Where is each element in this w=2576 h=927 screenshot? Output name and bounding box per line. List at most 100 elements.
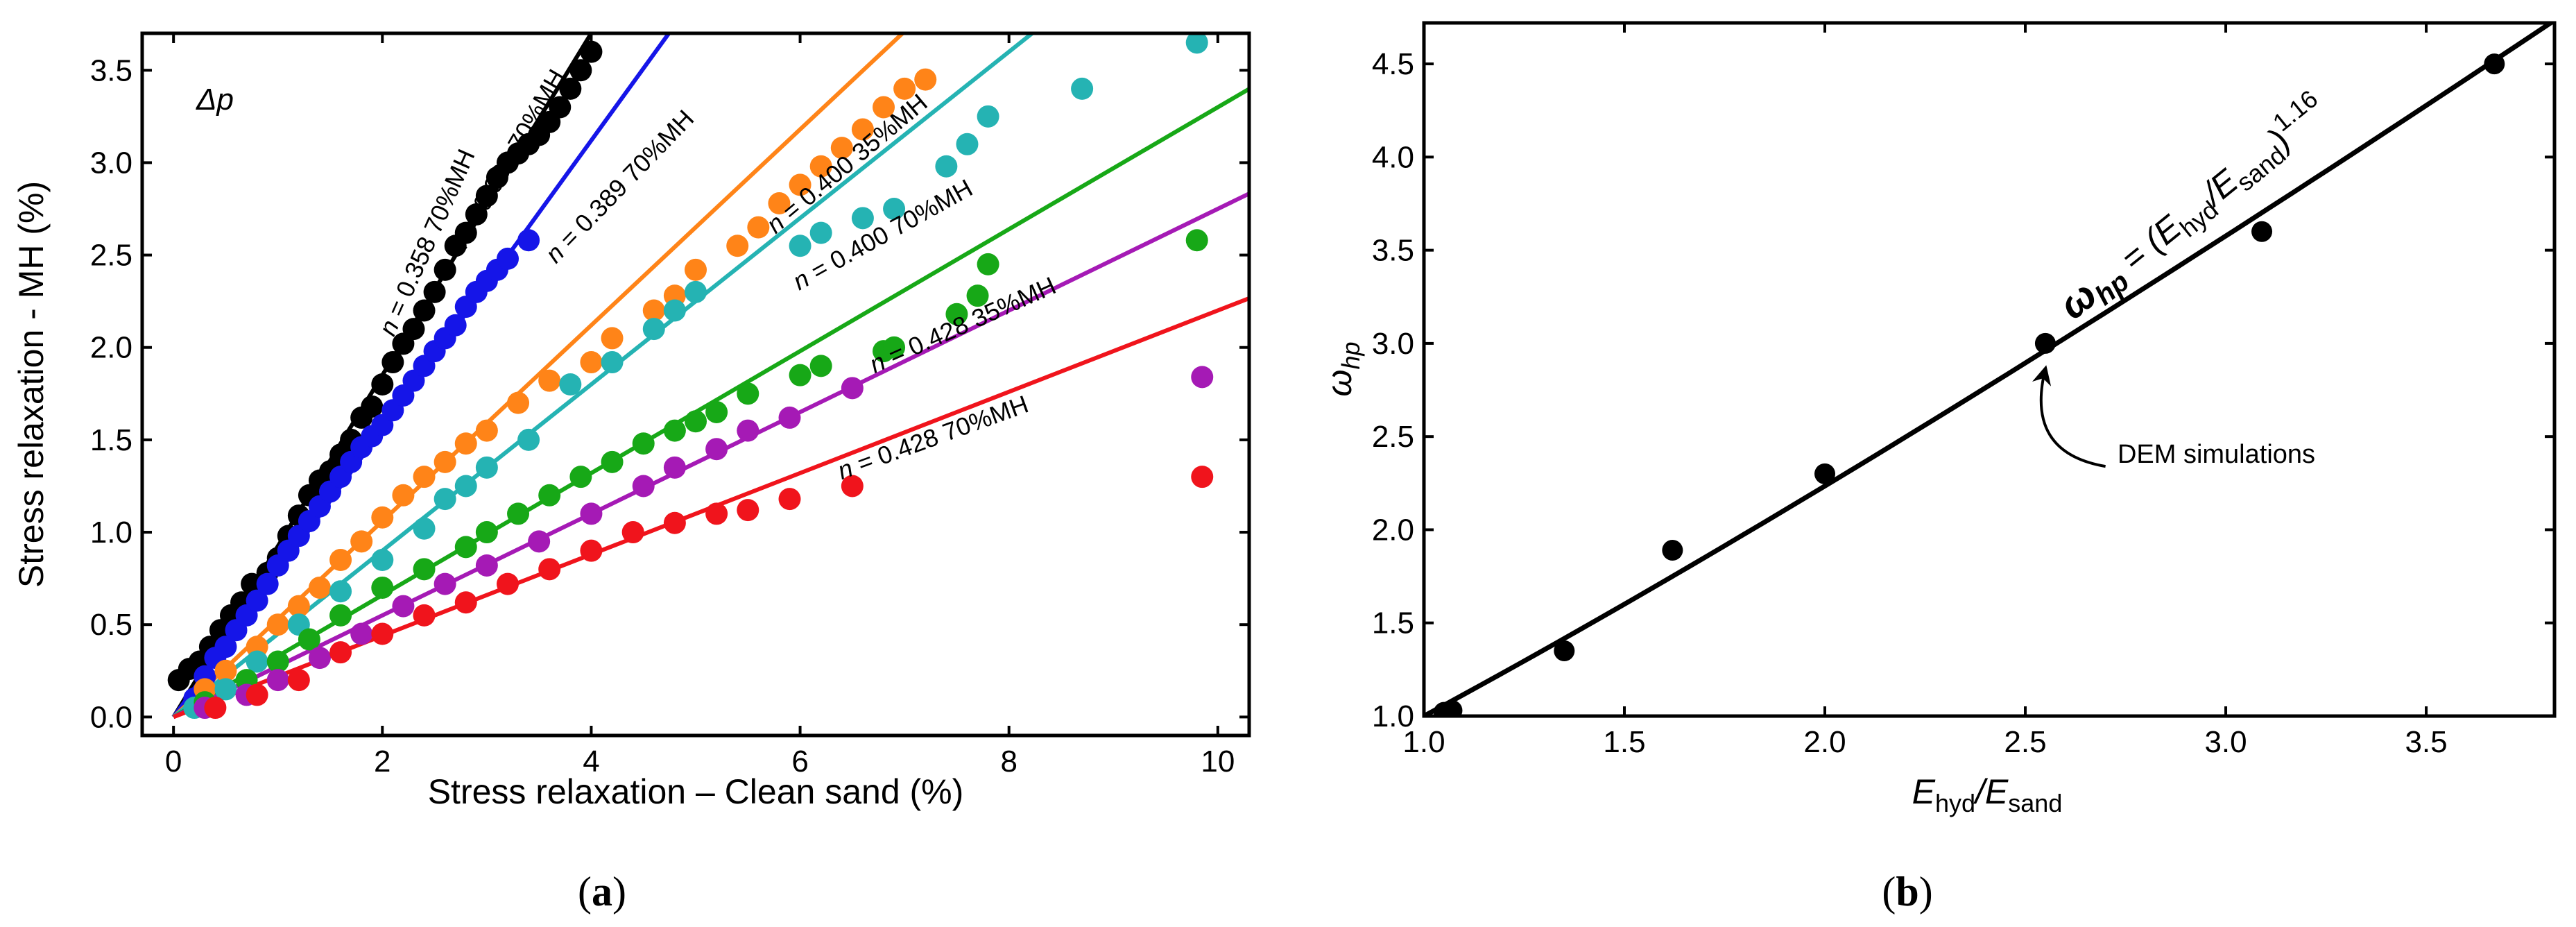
data-point-series-4 xyxy=(945,303,968,325)
data-point-series-5 xyxy=(778,406,801,429)
data-point-series-4 xyxy=(1185,229,1208,252)
data-point-series-5 xyxy=(841,377,864,400)
data-point-series-2 xyxy=(685,258,707,281)
data-point-series-6 xyxy=(538,558,561,581)
panel-label-a: (a) xyxy=(578,869,626,915)
data-point-series-0 xyxy=(475,185,498,207)
chart-a: n = 0.358 70%MHn = 0.384 70%MHn = 0.389 … xyxy=(12,31,1251,915)
data-point-series-5 xyxy=(580,502,603,525)
data-point-series-6 xyxy=(496,572,519,595)
y-tick-label: 3.5 xyxy=(1372,234,1414,268)
data-point-series-1 xyxy=(256,572,279,595)
data-point-series-2 xyxy=(726,235,749,257)
data-point-series-4 xyxy=(601,450,624,473)
data-point-series-4 xyxy=(569,466,592,488)
data-point-series-3 xyxy=(214,678,237,701)
y-tick-label: 2.0 xyxy=(1372,513,1414,547)
data-point-series-3 xyxy=(685,280,707,303)
x-tick-label: 0 xyxy=(165,745,182,779)
data-point-series-1 xyxy=(214,636,237,658)
data-point-series-4 xyxy=(809,355,832,377)
data-point-series-4 xyxy=(507,502,530,525)
data-point-series-2 xyxy=(642,299,665,322)
data-point-series-2 xyxy=(350,530,373,553)
y-tick-label: 3.0 xyxy=(90,146,132,180)
data-point-series-6 xyxy=(454,591,477,614)
panel-label-b-letter: b xyxy=(1896,869,1918,915)
x-tick-label: 2.0 xyxy=(1803,725,1846,759)
data-point-series-3 xyxy=(601,351,624,374)
y-tick-label: 1.5 xyxy=(1372,606,1414,640)
y-tick-label: 1.0 xyxy=(90,516,132,550)
data-point-series-5 xyxy=(632,475,655,497)
dem-data-point xyxy=(2484,53,2505,75)
data-point-series-4 xyxy=(454,536,477,559)
data-point-series-3 xyxy=(956,133,979,155)
data-point-series-3 xyxy=(789,235,812,257)
y-tick-label: 4.0 xyxy=(1372,140,1414,174)
data-point-series-2 xyxy=(580,351,603,374)
x-ticks-b: 1.0 1.5 2.0 2.5 3.0 3.5 xyxy=(1402,23,2448,759)
data-point-series-0 xyxy=(569,59,592,82)
data-point-series-6 xyxy=(737,499,759,522)
data-point-series-3 xyxy=(883,198,906,220)
data-point-series-6 xyxy=(580,539,603,562)
data-point-series-2 xyxy=(789,173,812,196)
data-point-series-3 xyxy=(642,318,665,341)
x-axis-label-a: Stress relaxation – Clean sand (%) xyxy=(428,772,964,811)
data-points-b xyxy=(1433,53,2505,716)
data-point-series-5 xyxy=(528,530,551,553)
data-point-series-2 xyxy=(287,595,310,618)
data-point-series-2 xyxy=(893,77,916,100)
panel-label-b: (b) xyxy=(1882,869,1932,915)
fit-line-series-2 xyxy=(172,33,906,719)
data-point-series-2 xyxy=(371,506,394,529)
data-point-series-3 xyxy=(663,299,686,322)
dem-annotation: DEM simulations xyxy=(2032,365,2315,469)
data-point-series-2 xyxy=(747,216,770,239)
data-point-series-3 xyxy=(935,155,958,178)
data-point-series-4 xyxy=(883,336,906,359)
fit-curve xyxy=(1424,23,2554,716)
data-point-series-2 xyxy=(914,68,937,91)
x-tick-label: 1.5 xyxy=(1603,725,1645,759)
data-point-series-6 xyxy=(329,641,352,664)
data-point-series-4 xyxy=(413,558,436,581)
data-point-series-0 xyxy=(371,373,394,396)
data-point-series-6 xyxy=(1191,466,1214,488)
data-point-series-1 xyxy=(496,247,519,270)
y-tick-label: 3.5 xyxy=(90,53,132,87)
data-point-series-6 xyxy=(778,488,801,511)
data-point-series-3 xyxy=(1071,77,1094,100)
data-point-series-2 xyxy=(768,192,791,215)
data-point-series-6 xyxy=(204,697,227,720)
data-point-series-5 xyxy=(705,438,728,461)
data-point-series-2 xyxy=(392,484,415,507)
data-point-series-6 xyxy=(841,475,864,497)
data-point-series-4 xyxy=(538,484,561,507)
data-point-series-3 xyxy=(329,580,352,603)
x-axis-label-b: Ehyd/Esand xyxy=(1912,772,2063,817)
fit-equation-text: ωhp = (Ehyd/Esand)1.16 xyxy=(2050,84,2338,332)
data-point-series-6 xyxy=(413,604,436,627)
data-point-series-2 xyxy=(475,419,498,442)
data-point-series-0 xyxy=(454,221,477,244)
data-point-series-4 xyxy=(705,400,728,423)
x-tick-label: 3.5 xyxy=(2405,725,2447,759)
data-point-series-5 xyxy=(1191,366,1214,389)
dem-data-point xyxy=(2034,332,2056,354)
plot-frame-b xyxy=(1422,21,2557,718)
annotation-text: DEM simulations xyxy=(2118,440,2315,469)
data-point-series-5 xyxy=(308,647,331,670)
x-tick-label: 3.0 xyxy=(2204,725,2247,759)
y-axis-label-b: ωhp xyxy=(1320,342,1365,397)
data-point-series-5 xyxy=(737,419,759,442)
data-point-series-2 xyxy=(601,327,624,350)
data-point-series-2 xyxy=(266,613,289,636)
data-point-series-2 xyxy=(538,369,561,392)
annotation-arrow xyxy=(2032,365,2106,468)
data-point-series-2 xyxy=(830,137,853,160)
chart-b: 1.0 1.5 2.0 2.5 3.0 3.5 1.0 1.5 2.0 2.5 3.0 3.5 4.0… xyxy=(1320,21,2557,915)
panel-label-a-letter: a xyxy=(592,869,612,915)
data-point-series-3 xyxy=(454,475,477,497)
